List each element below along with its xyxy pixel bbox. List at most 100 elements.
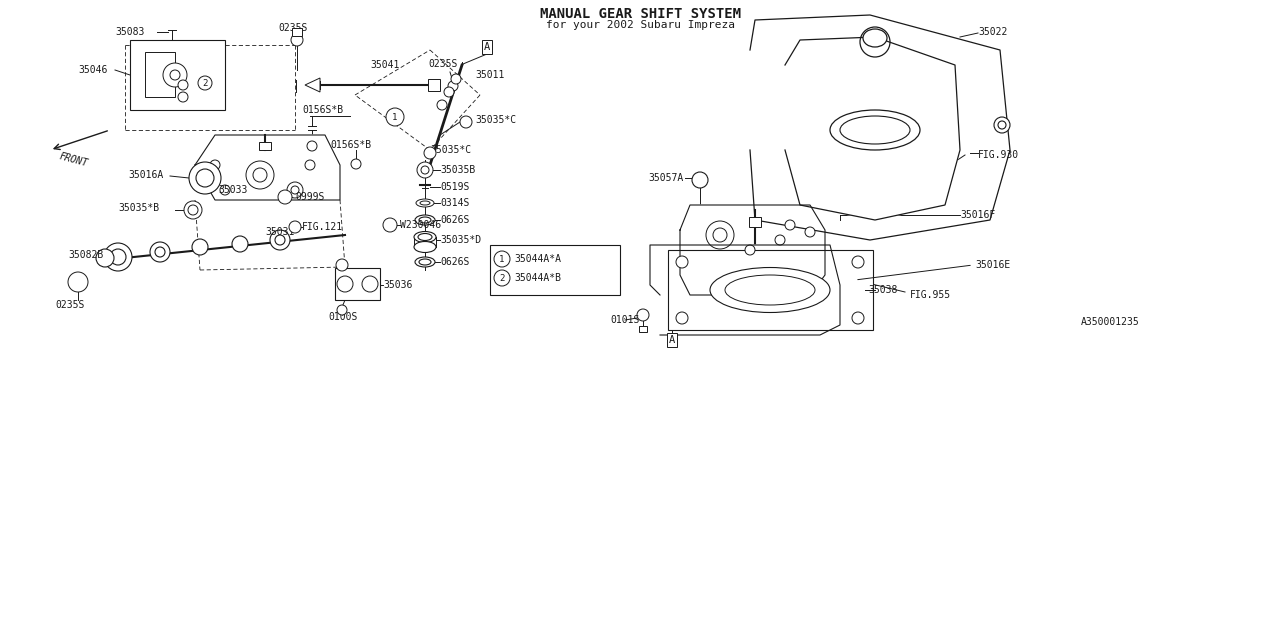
- Ellipse shape: [416, 199, 434, 207]
- Circle shape: [676, 312, 689, 324]
- Circle shape: [178, 92, 188, 102]
- Ellipse shape: [413, 241, 436, 253]
- Circle shape: [253, 168, 268, 182]
- Bar: [428, 79, 440, 91]
- Text: 1: 1: [392, 113, 398, 122]
- Bar: [490, 245, 620, 295]
- Circle shape: [198, 76, 212, 90]
- Text: FIG.930: FIG.930: [978, 150, 1019, 160]
- Circle shape: [150, 242, 170, 262]
- Circle shape: [692, 172, 708, 188]
- Text: 0100S: 0100S: [328, 312, 357, 322]
- Circle shape: [163, 63, 187, 87]
- Text: FIG.955: FIG.955: [910, 290, 951, 300]
- Ellipse shape: [420, 201, 430, 205]
- Ellipse shape: [840, 116, 910, 144]
- Text: 0156S*B: 0156S*B: [302, 105, 343, 115]
- Circle shape: [852, 312, 864, 324]
- Ellipse shape: [419, 217, 431, 223]
- Polygon shape: [195, 135, 340, 200]
- Text: 0999S: 0999S: [294, 192, 324, 202]
- Text: 0235S: 0235S: [55, 300, 84, 310]
- Text: 35046: 35046: [78, 65, 108, 75]
- Text: for your 2002 Subaru Impreza: for your 2002 Subaru Impreza: [545, 20, 735, 30]
- Bar: [259, 142, 271, 150]
- Text: 35044A*A: 35044A*A: [515, 254, 561, 264]
- Text: 35011: 35011: [475, 70, 504, 80]
- Ellipse shape: [419, 234, 433, 241]
- Text: 0314S: 0314S: [440, 198, 470, 208]
- Bar: [639, 326, 646, 332]
- Circle shape: [178, 80, 188, 90]
- Circle shape: [291, 34, 303, 46]
- Circle shape: [192, 239, 209, 255]
- Circle shape: [451, 74, 461, 84]
- Ellipse shape: [413, 232, 436, 243]
- Circle shape: [995, 117, 1010, 133]
- Circle shape: [96, 249, 114, 267]
- Circle shape: [337, 305, 347, 315]
- Circle shape: [289, 221, 301, 233]
- Polygon shape: [750, 15, 1010, 240]
- Text: 0519S: 0519S: [440, 182, 470, 192]
- Text: 35016A: 35016A: [128, 170, 164, 180]
- Circle shape: [155, 247, 165, 257]
- Text: 35033: 35033: [218, 185, 247, 195]
- Circle shape: [307, 141, 317, 151]
- Circle shape: [774, 235, 785, 245]
- Circle shape: [305, 160, 315, 170]
- Circle shape: [383, 218, 397, 232]
- Text: 35083: 35083: [115, 27, 145, 37]
- Text: 35035*C: 35035*C: [430, 145, 471, 155]
- Text: 35031: 35031: [265, 227, 294, 237]
- Ellipse shape: [829, 110, 920, 150]
- Text: 35038: 35038: [868, 285, 897, 295]
- Circle shape: [676, 256, 689, 268]
- Circle shape: [170, 70, 180, 80]
- Circle shape: [745, 245, 755, 255]
- Text: W230046: W230046: [401, 220, 442, 230]
- Circle shape: [424, 147, 436, 159]
- Circle shape: [460, 116, 472, 128]
- Text: 35016F: 35016F: [960, 210, 996, 220]
- Text: 35082B: 35082B: [68, 250, 104, 260]
- Circle shape: [184, 201, 202, 219]
- Bar: [131, 40, 225, 110]
- Polygon shape: [680, 205, 826, 295]
- Text: 2: 2: [202, 79, 207, 88]
- Polygon shape: [305, 78, 320, 92]
- Circle shape: [998, 121, 1006, 129]
- Text: 0156S*B: 0156S*B: [330, 140, 371, 150]
- Circle shape: [337, 276, 353, 292]
- Circle shape: [860, 27, 890, 57]
- Text: 1: 1: [499, 255, 504, 264]
- Text: A: A: [484, 42, 490, 52]
- Text: A: A: [669, 335, 675, 345]
- Circle shape: [68, 272, 88, 292]
- Bar: [668, 250, 873, 330]
- Circle shape: [852, 256, 864, 268]
- Text: 0235S: 0235S: [278, 23, 307, 33]
- Text: 0626S: 0626S: [440, 257, 470, 267]
- Circle shape: [104, 243, 132, 271]
- Ellipse shape: [415, 257, 435, 267]
- Circle shape: [220, 185, 230, 195]
- Ellipse shape: [863, 29, 887, 47]
- Text: 35022: 35022: [978, 27, 1007, 37]
- Ellipse shape: [419, 259, 431, 265]
- Circle shape: [362, 276, 378, 292]
- Text: 35035*C: 35035*C: [475, 115, 516, 125]
- Circle shape: [448, 81, 458, 91]
- Circle shape: [189, 162, 221, 194]
- Text: FIG.121: FIG.121: [302, 222, 343, 232]
- Circle shape: [110, 249, 125, 265]
- Circle shape: [785, 220, 795, 230]
- Circle shape: [287, 182, 303, 198]
- Bar: [145, 52, 175, 97]
- Text: 35035*B: 35035*B: [118, 203, 159, 213]
- Circle shape: [337, 259, 348, 271]
- Circle shape: [713, 228, 727, 242]
- Circle shape: [805, 227, 815, 237]
- Text: 35041: 35041: [370, 60, 399, 70]
- Circle shape: [246, 161, 274, 189]
